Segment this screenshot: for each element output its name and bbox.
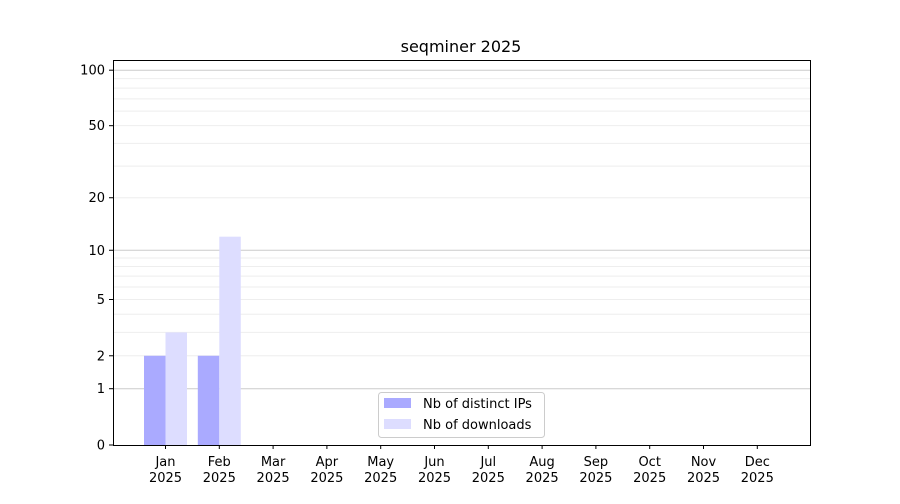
x-tick-label: Jul xyxy=(479,455,496,470)
bar-downloads xyxy=(165,332,187,445)
x-tick-label: 2025 xyxy=(579,471,612,486)
x-tick-label: 2025 xyxy=(687,471,720,486)
x-tick-label: Sep xyxy=(584,455,609,470)
x-tick-label: 2025 xyxy=(526,471,559,486)
y-tick-label: 20 xyxy=(88,191,105,206)
bars xyxy=(144,236,241,445)
x-tick-label: 2025 xyxy=(418,471,451,486)
x-tick-label: 2025 xyxy=(364,471,397,486)
x-tick-label: Dec xyxy=(745,455,770,470)
legend-label: Nb of distinct IPs xyxy=(423,397,532,412)
x-tick-label: Mar xyxy=(261,455,286,470)
x-tick-label: May xyxy=(367,455,394,470)
chart-title: seqminer 2025 xyxy=(401,37,522,56)
x-tick-label: Aug xyxy=(529,455,554,470)
x-tick-label: Nov xyxy=(691,455,717,470)
legend: Nb of distinct IPs Nb of downloads xyxy=(378,392,545,438)
x-tick-label: 2025 xyxy=(310,471,343,486)
y-tick-label: 2 xyxy=(97,349,105,364)
y-tick-label: 10 xyxy=(88,244,105,259)
bar-downloads xyxy=(219,236,241,445)
plot-frame xyxy=(113,60,811,446)
y-tick-label: 5 xyxy=(97,293,105,308)
x-tick-label: 2025 xyxy=(149,471,182,486)
grid xyxy=(113,69,810,390)
legend-swatch xyxy=(384,419,411,429)
x-tick-label: 2025 xyxy=(257,471,290,486)
legend-box xyxy=(378,392,545,438)
x-tick-label: 2025 xyxy=(203,471,236,486)
bar-distinct-ips xyxy=(144,355,166,445)
y-tick-label: 1 xyxy=(97,382,105,397)
x-tick-label: Oct xyxy=(638,455,660,470)
y-axis: 0 1 2 5 10 20 50 100 xyxy=(80,64,113,454)
legend-label: Nb of downloads xyxy=(423,418,532,433)
bar-distinct-ips xyxy=(197,355,220,445)
y-tick-label: 50 xyxy=(88,119,105,134)
x-tick-label: Jan xyxy=(154,455,175,470)
legend-swatch xyxy=(384,398,411,408)
y-tick-label: 100 xyxy=(80,64,105,79)
x-tick-label: 2025 xyxy=(741,471,774,486)
y-tick-label: 0 xyxy=(97,439,105,454)
x-tick-label: Feb xyxy=(208,455,231,470)
x-tick-label: 2025 xyxy=(472,471,505,486)
x-tick-label: 2025 xyxy=(633,471,666,486)
x-axis: Jan2025Feb2025Mar2025Apr2025May2025Jun20… xyxy=(149,445,774,486)
x-tick-label: Jun xyxy=(423,455,444,470)
x-tick-label: Apr xyxy=(316,455,339,470)
